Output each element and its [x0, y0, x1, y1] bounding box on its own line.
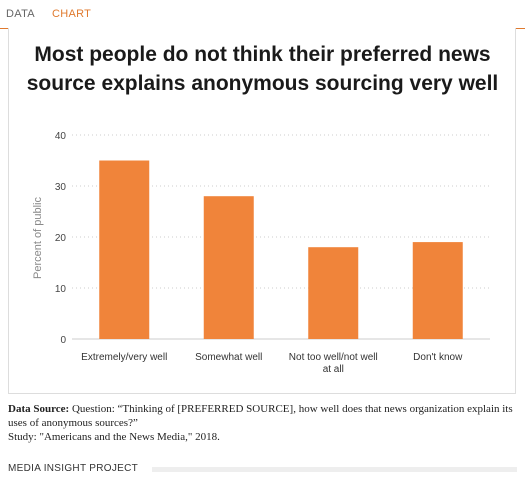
bars — [99, 160, 463, 339]
x-tick-label: Not too well/not well — [289, 352, 378, 363]
x-axis-labels: Extremely/very well Somewhat well Not too … — [81, 352, 463, 375]
bar — [412, 242, 463, 339]
y-tick-label: 20 — [55, 233, 67, 244]
data-source-study: Study: "Americans and the News Media," 2… — [8, 431, 220, 443]
bar — [99, 160, 150, 339]
y-axis-ticks: 0 10 20 30 40 — [55, 131, 67, 346]
footer-divider — [152, 467, 517, 472]
y-axis-label: Percent of public — [32, 197, 44, 279]
chart-title: Most people do not think their preferred… — [0, 40, 525, 98]
data-source-note: Data Source: Question: “Thinking of [PRE… — [8, 402, 513, 444]
x-tick-label: Somewhat well — [195, 352, 262, 363]
data-source-question: Question: “Thinking of [PREFERRED SOURCE… — [8, 403, 513, 429]
chart-title-line-1: Most people do not think their preferred… — [34, 43, 491, 66]
x-tick-label: Don't know — [413, 352, 463, 363]
footer-label: MEDIA INSIGHT PROJECT — [8, 463, 139, 474]
tab-data[interactable]: DATA — [6, 8, 35, 20]
y-tick-label: 0 — [60, 335, 66, 346]
bar — [203, 196, 254, 339]
x-tick-label: Extremely/very well — [81, 352, 167, 363]
data-source-label: Data Source: — [8, 403, 70, 415]
tab-chart[interactable]: CHART — [52, 8, 92, 20]
y-tick-label: 40 — [55, 131, 67, 142]
chart-title-line-2: source explains anonymous sourcing very … — [26, 72, 499, 95]
x-tick-label: at all — [323, 364, 344, 375]
y-tick-label: 30 — [55, 182, 67, 193]
bar — [308, 247, 359, 339]
bar-chart: 0 10 20 30 40 Extremely/very well Somewhat we… — [32, 131, 490, 375]
y-tick-label: 10 — [55, 284, 67, 295]
